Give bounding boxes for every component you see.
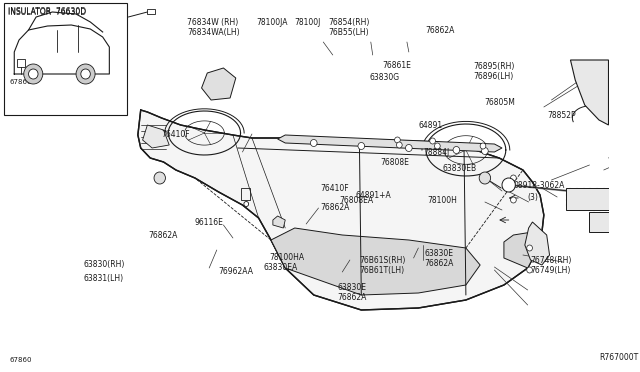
Bar [17, 59, 25, 67]
Text: 76748(RH): 76748(RH) [531, 257, 572, 266]
Text: 76896(LH): 76896(LH) [474, 71, 514, 80]
Text: 78884J: 78884J [423, 148, 449, 157]
Text: 78852P: 78852P [548, 110, 576, 119]
Circle shape [453, 147, 460, 154]
FancyBboxPatch shape [589, 212, 627, 232]
Text: 76862A: 76862A [425, 26, 454, 35]
Text: 76862A: 76862A [321, 202, 350, 212]
Text: 76B55(LH): 76B55(LH) [328, 28, 369, 36]
Text: 78100JA: 78100JA [257, 17, 288, 26]
Text: (3): (3) [528, 192, 538, 202]
Text: 76B61T(LH): 76B61T(LH) [360, 266, 404, 276]
Text: 63831(LH): 63831(LH) [84, 273, 124, 282]
Text: 76854(RH): 76854(RH) [328, 17, 369, 26]
Circle shape [480, 143, 486, 149]
Polygon shape [78, 22, 90, 30]
Text: 76862A: 76862A [148, 231, 178, 240]
Circle shape [29, 69, 38, 79]
FancyBboxPatch shape [566, 188, 618, 210]
Text: 78100J: 78100J [295, 17, 321, 26]
Bar [4, 3, 127, 115]
Text: 76962AA: 76962AA [219, 266, 253, 276]
Circle shape [527, 267, 532, 273]
Polygon shape [14, 47, 33, 74]
Circle shape [358, 142, 365, 150]
Circle shape [527, 245, 532, 251]
Circle shape [396, 142, 402, 148]
Circle shape [511, 197, 516, 203]
Text: 76749(LH): 76749(LH) [531, 266, 571, 276]
Text: 63830EB: 63830EB [442, 164, 476, 173]
Polygon shape [525, 222, 550, 265]
Text: 76808EA: 76808EA [339, 196, 374, 205]
Bar [241, 188, 250, 200]
Circle shape [81, 69, 90, 79]
Polygon shape [202, 68, 236, 100]
Text: 76410F: 76410F [162, 129, 190, 138]
Polygon shape [143, 125, 169, 148]
Circle shape [429, 138, 435, 144]
Polygon shape [278, 135, 502, 152]
Polygon shape [504, 232, 537, 268]
Text: 78100HA: 78100HA [269, 253, 304, 263]
Circle shape [24, 64, 43, 84]
Circle shape [406, 144, 412, 151]
Text: 76805M: 76805M [484, 97, 515, 106]
Text: 76410F: 76410F [321, 183, 349, 192]
Text: R767000T: R767000T [599, 353, 638, 362]
Text: 63830EA: 63830EA [264, 263, 298, 273]
Text: 67860: 67860 [10, 357, 32, 363]
Text: 76862A: 76862A [337, 294, 367, 302]
Text: INSULATOR  76630D: INSULATOR 76630D [8, 6, 86, 16]
Text: 63830E: 63830E [424, 248, 453, 257]
Circle shape [479, 172, 491, 184]
Text: 78100H: 78100H [427, 196, 457, 205]
Polygon shape [271, 228, 480, 295]
Text: 63830(RH): 63830(RH) [84, 260, 125, 269]
Text: 67860: 67860 [10, 79, 32, 85]
Text: INSULATOR  76630D: INSULATOR 76630D [8, 7, 86, 16]
Circle shape [76, 64, 95, 84]
Text: 76834WA(LH): 76834WA(LH) [188, 28, 240, 36]
Text: 64891: 64891 [419, 121, 442, 129]
Text: N: N [503, 182, 508, 188]
Circle shape [310, 140, 317, 147]
Text: 76808E: 76808E [380, 157, 409, 167]
Polygon shape [29, 12, 57, 30]
Polygon shape [570, 60, 609, 125]
Text: 96116E: 96116E [195, 218, 224, 227]
Text: 63830E: 63830E [337, 283, 367, 292]
Circle shape [244, 202, 248, 206]
Text: 76861E: 76861E [382, 61, 411, 70]
Polygon shape [57, 16, 78, 30]
Circle shape [481, 148, 488, 154]
Text: 76862A: 76862A [424, 259, 453, 267]
Text: 08918-3062A: 08918-3062A [513, 180, 564, 189]
Text: 64891+A: 64891+A [356, 190, 391, 199]
Polygon shape [138, 110, 544, 310]
Circle shape [435, 143, 440, 149]
Circle shape [502, 178, 515, 192]
Text: 76895(RH): 76895(RH) [474, 61, 515, 71]
Circle shape [154, 172, 165, 184]
Polygon shape [273, 216, 285, 228]
Text: 76834W (RH): 76834W (RH) [188, 17, 239, 26]
Text: 76B61S(RH): 76B61S(RH) [360, 257, 406, 266]
Circle shape [395, 137, 400, 143]
Circle shape [511, 175, 516, 181]
Text: 63830G: 63830G [370, 73, 400, 81]
Bar [147, 9, 155, 14]
